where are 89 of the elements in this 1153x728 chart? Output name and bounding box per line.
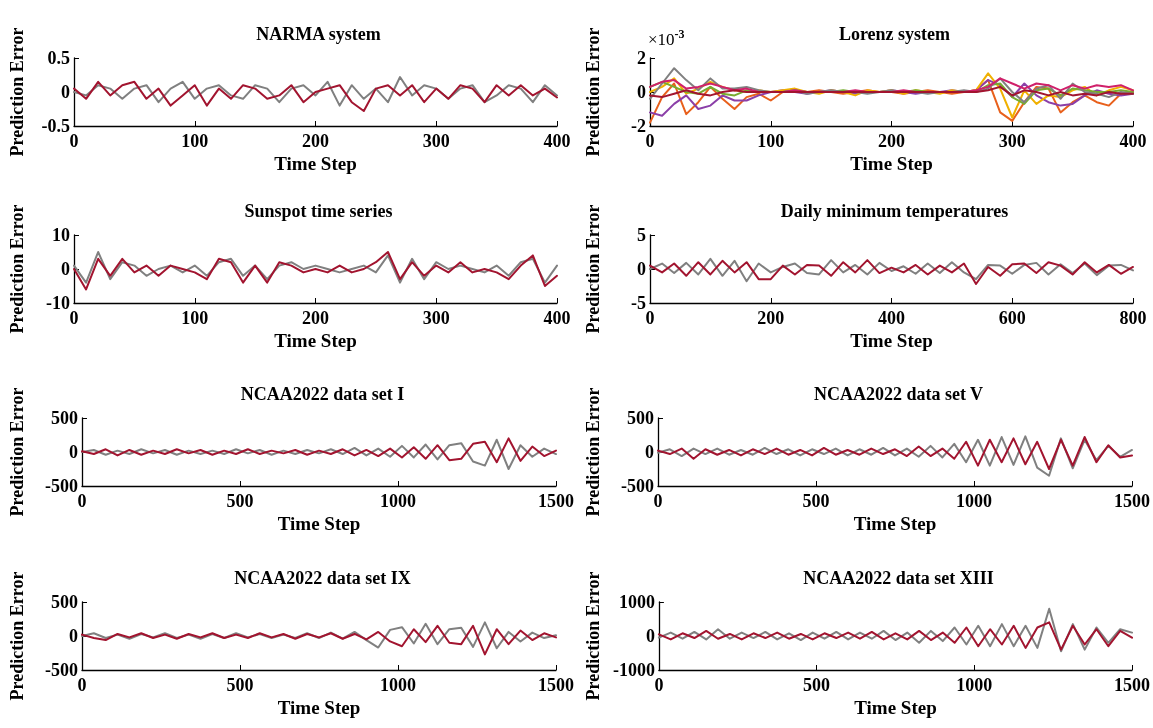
x-tick-label: 1500 <box>1114 491 1150 511</box>
y-axis-title: Prediction Error <box>7 571 27 701</box>
y-axis-title: Prediction Error <box>7 387 27 517</box>
x-tick-label: 400 <box>1119 131 1147 151</box>
x-tick-label: 500 <box>802 491 830 511</box>
line-series <box>657 436 1133 470</box>
chart-title: NCAA2022 data set XIII <box>803 568 994 588</box>
chart-title: Sunspot time series <box>244 201 393 221</box>
line-series <box>73 76 558 107</box>
x-axis-title: Time Step <box>277 513 361 534</box>
y-axis-title: Prediction Error <box>583 571 603 701</box>
y-tick-label: 5 <box>637 225 646 245</box>
x-tick-label: 1000 <box>380 491 416 511</box>
x-tick-label: 500 <box>226 675 254 695</box>
y-tick-label: 0.5 <box>47 48 70 68</box>
y-tick-label: -500 <box>45 476 78 496</box>
y-tick-label: 500 <box>51 592 78 612</box>
x-tick-label: 200 <box>878 131 905 151</box>
y-tick-label: -10 <box>46 293 70 313</box>
x-axis-title: Time Step <box>854 697 937 718</box>
x-tick-label: 600 <box>998 308 1026 328</box>
y-tick-label: 500 <box>51 408 78 428</box>
x-tick-label: 1500 <box>538 675 574 695</box>
line-series <box>657 607 1133 653</box>
line-series <box>73 251 558 284</box>
y-tick-label: 0 <box>645 626 655 646</box>
x-axis-title: Time Step <box>853 513 937 534</box>
line-series <box>81 624 557 656</box>
y-tick-label: 0 <box>69 626 78 646</box>
y-tick-label: 1000 <box>618 592 655 612</box>
y-axis-title: Prediction Error <box>583 387 603 517</box>
x-axis-title: Time Step <box>274 153 357 174</box>
chart-title: NCAA2022 data set I <box>240 384 405 404</box>
x-tick-label: 1500 <box>538 491 574 511</box>
line-series <box>81 621 557 650</box>
x-tick-label: 100 <box>181 308 209 328</box>
line-series <box>73 251 558 291</box>
x-tick-label: 100 <box>757 131 785 151</box>
y-axis-title: Prediction Error <box>583 204 603 334</box>
y-tick-label: -5 <box>631 293 646 313</box>
x-tick-label: 100 <box>181 131 209 151</box>
x-tick-label: 500 <box>226 491 254 511</box>
y-tick-label: -500 <box>621 476 654 496</box>
line-series <box>649 85 1134 99</box>
chart-title: Lorenz system <box>838 24 951 44</box>
x-axis-title: Time Step <box>274 330 357 351</box>
x-tick-label: 1500 <box>1114 675 1150 695</box>
x-tick-label: 300 <box>422 131 450 151</box>
x-tick-label: 500 <box>803 675 831 695</box>
x-axis-title: Time Step <box>277 697 361 718</box>
line-series <box>657 621 1133 651</box>
y-axis-title: Prediction Error <box>583 27 603 157</box>
chart-title: NCAA2022 data set IX <box>234 568 411 588</box>
y-tick-label: 0 <box>61 82 70 102</box>
line-series <box>81 437 557 464</box>
y-tick-label: -2 <box>631 116 646 136</box>
x-tick-label: 1000 <box>956 675 993 695</box>
chart-title: NCAA2022 data set V <box>813 384 984 404</box>
line-series <box>81 438 557 470</box>
x-tick-label: 200 <box>757 308 785 328</box>
y-tick-label: 2 <box>637 48 646 68</box>
y-axis-title: Prediction Error <box>7 204 27 334</box>
y-tick-label: 10 <box>52 225 70 245</box>
y-tick-label: -1000 <box>612 660 655 680</box>
x-tick-label: 1000 <box>380 675 416 695</box>
line-series <box>73 80 558 113</box>
y-tick-label: 0 <box>61 259 70 279</box>
y-tick-label: 0 <box>637 82 646 102</box>
x-tick-label: 300 <box>422 308 450 328</box>
y-tick-label: 500 <box>627 408 654 428</box>
x-tick-label: 400 <box>543 308 571 328</box>
x-tick-label: 1000 <box>956 491 992 511</box>
x-axis-title: Time Step <box>850 153 933 174</box>
chart-title: NARMA system <box>256 24 381 44</box>
y-tick-label: -500 <box>45 660 78 680</box>
x-axis-title: Time Step <box>850 330 933 351</box>
x-tick-label: 300 <box>998 131 1026 151</box>
x-tick-label: 200 <box>302 308 329 328</box>
x-tick-label: 800 <box>1119 308 1147 328</box>
chart-title: Daily minimum temperatures <box>780 201 1009 221</box>
x-tick-label: 400 <box>878 308 905 328</box>
line-series <box>657 435 1133 477</box>
y-tick-label: -0.5 <box>41 116 70 136</box>
y-tick-label: 0 <box>69 442 78 462</box>
x-tick-label: 200 <box>302 131 329 151</box>
x-tick-label: 400 <box>543 131 571 151</box>
y-tick-label: 0 <box>645 442 654 462</box>
y-tick-label: 0 <box>637 259 646 279</box>
y-axis-title: Prediction Error <box>7 27 27 157</box>
